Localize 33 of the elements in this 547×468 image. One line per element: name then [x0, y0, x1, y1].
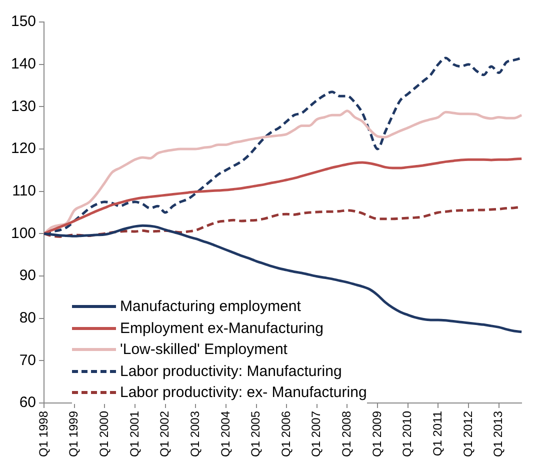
- x-tick-label: Q1 2001: [127, 410, 142, 458]
- x-tick-label: Q1 2012: [460, 410, 475, 458]
- x-tick-label: Q1 2009: [370, 410, 384, 458]
- y-tick-label: 110: [12, 182, 36, 200]
- x-tick-label: Q1 1999: [66, 410, 81, 458]
- y-tick-label: 140: [10, 55, 36, 72]
- legend-label: Labor productivity: ex- Manufacturing: [120, 383, 367, 403]
- x-tick-label: Q1 2007: [309, 410, 324, 458]
- legend-label: Labor productivity: Manufacturing: [120, 362, 342, 382]
- x-tick-label: Q1 2008: [340, 410, 354, 458]
- x-tick-label: Q1 2002: [158, 410, 172, 458]
- y-tick-label: 100: [10, 224, 36, 242]
- line-series: [42, 157, 523, 235]
- x-tick-label: Q1 2013: [491, 410, 506, 458]
- y-tick-label: 90: [19, 267, 36, 284]
- x-tick-label: Q1 2000: [96, 410, 111, 458]
- x-tick-label: Q1 2003: [188, 410, 202, 458]
- legend-label: 'Low-skilled' Employment: [120, 340, 288, 360]
- legend-label: Employment ex-Manufacturing: [120, 318, 324, 338]
- y-tick-label: 150: [10, 13, 36, 30]
- x-tick-label: Q1 2011: [430, 410, 445, 456]
- x-tick-label: Q1 2005: [248, 410, 263, 458]
- y-tick-label: 130: [10, 98, 36, 115]
- legend-label: Manufacturing employment: [120, 297, 301, 317]
- line-series: [42, 110, 523, 235]
- y-tick-label: 60: [19, 394, 36, 412]
- x-tick-label: Q1 2006: [278, 410, 293, 458]
- y-tick-label: 80: [19, 309, 36, 326]
- x-tick-label: Q1 2010: [400, 410, 414, 458]
- y-tick-label: 70: [19, 352, 36, 369]
- x-tick-label: Q1 1998: [36, 410, 50, 458]
- x-tick-label: Q1 2004: [218, 410, 232, 458]
- y-tick-label: 120: [10, 140, 36, 158]
